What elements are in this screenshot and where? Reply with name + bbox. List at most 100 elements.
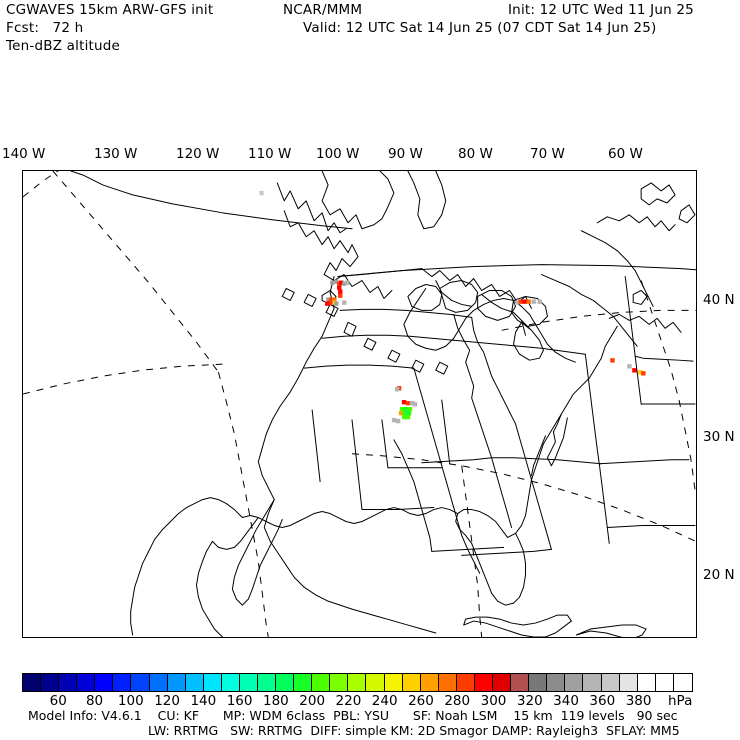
colorbar-cell-0 bbox=[23, 674, 42, 691]
colorbar-cell-23 bbox=[438, 674, 457, 691]
data-point bbox=[522, 299, 527, 304]
lat-label-1: 30 N bbox=[703, 429, 735, 445]
data-point bbox=[345, 280, 350, 285]
map-geography bbox=[23, 171, 696, 637]
data-point bbox=[328, 300, 333, 305]
data-point bbox=[641, 371, 646, 376]
data-point bbox=[330, 280, 335, 285]
colorbar-cell-33 bbox=[619, 674, 638, 691]
lon-label-4: 100 W bbox=[316, 146, 360, 162]
colorbar-tick-140: 140 bbox=[190, 693, 217, 709]
lon-label-2: 120 W bbox=[176, 146, 220, 162]
data-point bbox=[406, 410, 412, 416]
colorbar-cell-35 bbox=[655, 674, 674, 691]
colorbar-cell-17 bbox=[330, 674, 349, 691]
colorbar-cell-30 bbox=[565, 674, 584, 691]
forecast-hour: Fcst: 72 h bbox=[6, 20, 84, 36]
colorbar-tick-380: 380 bbox=[625, 693, 652, 709]
data-markers-layer bbox=[259, 190, 646, 424]
colorbar-tick-320: 320 bbox=[516, 693, 543, 709]
data-point bbox=[332, 297, 337, 302]
lon-label-1: 130 W bbox=[94, 146, 138, 162]
field-name: Ten-dBZ altitude bbox=[6, 38, 121, 54]
colorbar-cell-15 bbox=[294, 674, 313, 691]
data-point bbox=[399, 406, 405, 412]
valid-time: Valid: 12 UTC Sat 14 Jun 25 (07 CDT Sat … bbox=[303, 20, 657, 36]
data-point bbox=[531, 299, 536, 304]
lon-label-8: 60 W bbox=[608, 146, 643, 162]
lat-label-0: 40 N bbox=[703, 292, 735, 308]
colorbar-cell-34 bbox=[637, 674, 656, 691]
data-point bbox=[514, 300, 519, 305]
colorbar-cell-28 bbox=[529, 674, 548, 691]
colorbar-tick-180: 180 bbox=[263, 693, 289, 709]
data-point bbox=[342, 281, 347, 286]
data-point bbox=[325, 301, 330, 306]
map-plot-area[interactable] bbox=[22, 170, 697, 638]
colorbar-cell-31 bbox=[583, 674, 602, 691]
data-point bbox=[337, 285, 342, 290]
colorbar-cell-3 bbox=[77, 674, 96, 691]
colorbar-cell-2 bbox=[59, 674, 78, 691]
colorbar-cell-5 bbox=[113, 674, 132, 691]
data-point bbox=[518, 299, 523, 304]
colorbar-cell-25 bbox=[474, 674, 494, 691]
data-point bbox=[401, 414, 407, 420]
colorbar-tick-120: 120 bbox=[154, 693, 180, 709]
data-point bbox=[407, 406, 413, 412]
colorbar-cell-8 bbox=[167, 674, 186, 691]
lat-label-2: 20 N bbox=[703, 567, 735, 583]
colorbar-tick-160: 160 bbox=[226, 693, 253, 709]
lon-label-7: 70 W bbox=[530, 146, 565, 162]
data-point bbox=[394, 387, 400, 392]
lon-label-6: 80 W bbox=[458, 146, 493, 162]
data-point bbox=[339, 280, 344, 285]
colorbar-cell-26 bbox=[493, 674, 512, 691]
colorbar-cell-21 bbox=[402, 674, 421, 691]
lon-label-0: 140 W bbox=[2, 146, 46, 162]
colorbar-tick-200: 200 bbox=[299, 693, 326, 709]
data-point bbox=[638, 370, 643, 375]
colorbar-tick-340: 340 bbox=[553, 693, 579, 709]
data-point bbox=[627, 364, 632, 369]
data-point bbox=[329, 297, 334, 302]
data-point bbox=[331, 300, 336, 305]
data-point bbox=[526, 299, 531, 304]
data-point bbox=[338, 293, 343, 298]
colorbar-cell-22 bbox=[420, 674, 439, 691]
colorbar-cell-36 bbox=[673, 674, 692, 691]
data-point bbox=[342, 300, 347, 305]
data-point bbox=[398, 410, 404, 416]
colorbar-cell-6 bbox=[131, 674, 150, 691]
colorbar-cell-27 bbox=[511, 674, 530, 691]
data-point bbox=[401, 400, 407, 405]
colorbar-cell-19 bbox=[366, 674, 385, 691]
colorbar-cell-20 bbox=[384, 674, 403, 691]
data-point bbox=[334, 301, 339, 306]
data-point bbox=[405, 401, 411, 406]
center-label: NCAR/MMM bbox=[283, 2, 363, 18]
colorbar-tick-360: 360 bbox=[589, 693, 616, 709]
colorbar-cell-7 bbox=[149, 674, 168, 691]
lon-label-5: 90 W bbox=[388, 146, 423, 162]
colorbar[interactable] bbox=[22, 673, 693, 692]
page-title: CGWAVES 15km ARW-GFS init bbox=[6, 2, 214, 18]
data-point bbox=[610, 358, 615, 363]
colorbar-tick-80: 80 bbox=[85, 693, 104, 709]
colorbar-tick-220: 220 bbox=[335, 693, 362, 709]
colorbar-cell-12 bbox=[239, 674, 259, 691]
colorbar-cell-9 bbox=[185, 674, 204, 691]
data-point bbox=[632, 368, 637, 373]
colorbar-cell-16 bbox=[312, 674, 331, 691]
colorbar-cell-24 bbox=[456, 674, 475, 691]
data-point bbox=[326, 297, 331, 302]
colorbar-tick-240: 240 bbox=[371, 693, 398, 709]
colorbar-cell-32 bbox=[601, 674, 620, 691]
data-point bbox=[395, 418, 401, 424]
data-point bbox=[409, 401, 415, 406]
data-point bbox=[391, 417, 397, 423]
data-point bbox=[405, 414, 411, 420]
colorbar-cell-10 bbox=[203, 674, 222, 691]
data-point bbox=[412, 402, 418, 407]
init-time: Init: 12 UTC Wed 11 Jun 25 bbox=[508, 2, 694, 18]
